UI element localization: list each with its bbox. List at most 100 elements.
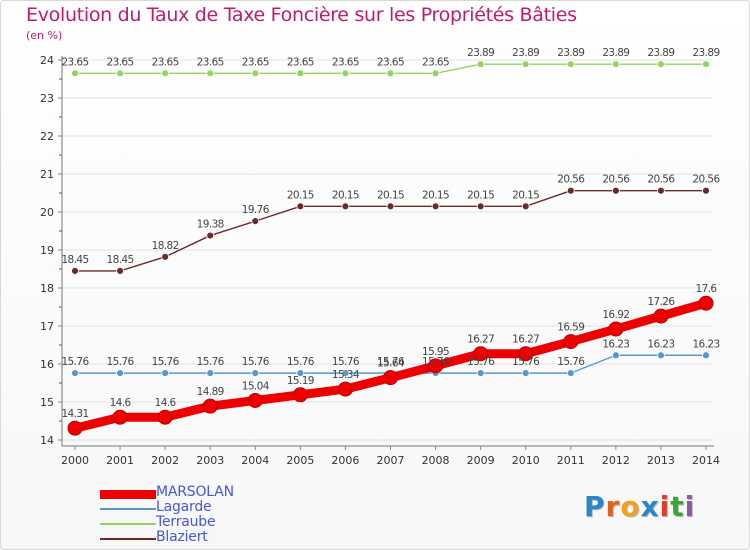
data-label: 16.23 xyxy=(692,338,719,350)
data-label: 14.89 xyxy=(197,386,224,398)
data-label: 18.45 xyxy=(61,254,88,266)
data-label: 23.65 xyxy=(377,56,404,68)
x-tick-label: 2010 xyxy=(512,454,540,467)
y-tick-label: 15 xyxy=(40,396,54,409)
x-tick-label: 2013 xyxy=(647,454,675,467)
legend-label: Blaziert xyxy=(156,529,208,545)
x-tick-label: 2001 xyxy=(106,454,134,467)
data-point xyxy=(341,202,350,211)
proxiti-logo: Proxiti xyxy=(584,490,695,523)
data-point xyxy=(653,308,669,324)
y-tick-label: 21 xyxy=(40,168,54,181)
data-label: 16.27 xyxy=(467,334,494,346)
axes: 14 15 16 17 18 19 20 21 22 23 24 2000 2001 2002 2003 20… xyxy=(40,54,720,467)
data-label: 23.65 xyxy=(61,56,88,68)
data-label: 15.64 xyxy=(377,358,405,370)
legend-label: Terraube xyxy=(156,514,216,530)
legend-swatch xyxy=(100,538,156,540)
data-point xyxy=(116,369,124,378)
x-tick-label: 2002 xyxy=(151,454,179,467)
logo-letter: i xyxy=(684,490,696,523)
data-point xyxy=(247,392,263,408)
data-label: 20.15 xyxy=(377,189,404,201)
data-point xyxy=(341,369,350,378)
x-tick-label: 2007 xyxy=(377,454,405,467)
data-label: 23.89 xyxy=(512,47,539,59)
data-point xyxy=(116,266,124,275)
series-layer xyxy=(67,60,714,436)
data-point xyxy=(296,369,305,378)
data-label: 20.56 xyxy=(692,174,720,186)
data-label: 14.6 xyxy=(110,397,132,409)
data-point xyxy=(521,369,530,378)
x-tick-label: 2005 xyxy=(286,454,314,467)
data-label: 16.59 xyxy=(557,322,584,334)
data-point xyxy=(206,69,215,78)
data-point xyxy=(337,381,353,397)
data-point xyxy=(563,334,579,350)
data-label: 16.23 xyxy=(647,338,674,350)
data-label: 15.76 xyxy=(467,356,495,368)
data-point xyxy=(206,369,215,378)
data-label: 23.89 xyxy=(692,47,719,59)
data-label: 19.76 xyxy=(242,204,270,216)
legend-swatch xyxy=(100,489,156,499)
data-label: 15.04 xyxy=(242,380,270,392)
unit-label: (en %) xyxy=(26,29,63,42)
data-point xyxy=(431,69,440,78)
data-point xyxy=(473,346,489,362)
data-label: 15.76 xyxy=(287,356,315,368)
data-point xyxy=(657,60,665,69)
y-tick-label: 19 xyxy=(40,244,54,257)
data-point xyxy=(206,231,215,240)
series-terraube xyxy=(71,60,710,78)
data-label: 23.65 xyxy=(422,56,449,68)
data-point xyxy=(386,69,395,78)
data-point xyxy=(702,351,710,360)
data-label: 20.15 xyxy=(287,189,314,201)
data-point xyxy=(431,202,440,211)
x-tick-label: 2011 xyxy=(557,454,585,467)
data-point xyxy=(67,420,83,436)
data-point xyxy=(428,358,444,374)
data-label: 23.89 xyxy=(602,47,629,59)
data-point xyxy=(251,369,260,378)
x-tick-label: 2014 xyxy=(692,454,720,467)
y-tick-label: 14 xyxy=(40,434,54,447)
data-point xyxy=(341,69,350,78)
data-label: 23.65 xyxy=(242,56,269,68)
data-point xyxy=(383,370,398,386)
data-point xyxy=(292,387,308,403)
data-point xyxy=(161,369,170,378)
data-point xyxy=(566,369,575,378)
data-point xyxy=(116,69,124,78)
data-label: 20.15 xyxy=(512,189,539,201)
data-point xyxy=(608,321,624,337)
data-point xyxy=(611,60,620,69)
x-tick-label: 2004 xyxy=(241,454,269,467)
series-marsolan xyxy=(67,295,714,436)
y-tick-label: 17 xyxy=(40,320,54,333)
data-point xyxy=(657,186,665,195)
y-tick-label: 22 xyxy=(40,130,54,143)
logo-letter: i xyxy=(659,490,671,523)
series-blaziert xyxy=(71,186,710,275)
logo-letter: P xyxy=(584,490,606,523)
data-label: 23.65 xyxy=(332,56,359,68)
data-label: 15.76 xyxy=(242,356,270,368)
data-point xyxy=(518,346,534,362)
data-label: 15.76 xyxy=(377,356,405,368)
logo-letter: r xyxy=(605,490,621,523)
data-label: 20.56 xyxy=(602,174,630,186)
data-point xyxy=(251,69,260,78)
data-point xyxy=(251,217,260,226)
data-point xyxy=(611,351,620,360)
data-point xyxy=(296,69,305,78)
data-label: 23.65 xyxy=(197,56,224,68)
data-label: 15.76 xyxy=(557,356,585,368)
data-point xyxy=(71,266,79,275)
data-point xyxy=(521,202,530,211)
y-tick-label: 24 xyxy=(40,54,54,67)
